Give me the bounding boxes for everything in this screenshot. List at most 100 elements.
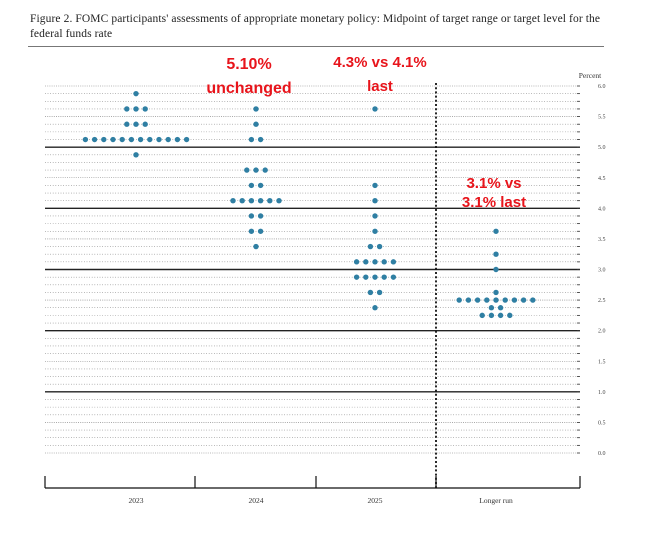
dot-point [376, 289, 383, 296]
dot-point [91, 136, 98, 143]
x-tick-label: 2025 [368, 496, 383, 505]
annotation-label: 3.1% last [462, 194, 526, 211]
annotation-label: 5.10% [226, 56, 271, 73]
x-axis: 2023 2024 2025 Longer run [44, 476, 581, 505]
dot-point [133, 90, 139, 97]
dot-point [502, 297, 508, 303]
dot-point [133, 121, 139, 127]
dot-point [257, 197, 264, 204]
dot-point [124, 121, 130, 127]
dot-point [262, 167, 268, 173]
y-tick-label: 3.0 [598, 268, 606, 274]
dot-point [367, 243, 374, 250]
dot-point [372, 305, 378, 311]
y-tick-label: 1.5 [598, 359, 606, 365]
y-tick-label: 5.5 [598, 115, 606, 121]
dot-point [174, 136, 181, 143]
dot-point [110, 136, 116, 143]
dot-point [390, 274, 397, 280]
dot-point [257, 182, 264, 189]
dot-point [82, 136, 89, 143]
dot-point [376, 243, 383, 250]
dot-point [244, 167, 250, 173]
dot-point [372, 228, 378, 234]
x-tick-label: 2023 [129, 496, 144, 505]
dot-point [353, 274, 360, 280]
dot-point [372, 106, 378, 112]
y-tick-label: 6.0 [598, 84, 606, 90]
dot-point [267, 197, 273, 204]
dot-point [493, 289, 499, 296]
dot-point [390, 259, 397, 265]
dot-point [142, 106, 148, 112]
dot-point [493, 228, 499, 234]
dot-point [124, 106, 130, 112]
dot-point [372, 274, 378, 280]
y-tick-label: 3.5 [598, 237, 606, 243]
dot-point [493, 266, 499, 273]
figure-caption: Figure 2. FOMC participants' assessments… [30, 13, 601, 40]
dot-point [253, 106, 259, 112]
x-tick-label: Longer run [479, 496, 513, 505]
annotation-label: 3.1% vs [466, 175, 521, 192]
dot-point [484, 297, 490, 303]
dot-point [248, 182, 255, 189]
dot-point [101, 136, 107, 143]
dot-point [119, 136, 125, 143]
dot-point [465, 297, 472, 303]
dot-point [520, 297, 527, 303]
dot-point [257, 136, 264, 143]
y-tick-label: 5.0 [598, 145, 606, 151]
y-tick-label: 1.0 [598, 390, 606, 396]
dot-point [381, 274, 387, 280]
y-tick-label: 4.5 [598, 176, 606, 182]
y-axis: 0.0 0.5 1.0 1.5 2.0 2.5 3.0 3.5 4.0 4.5 5.0 5.5 6.0 P… [577, 71, 606, 457]
dot-point [474, 297, 481, 303]
dot-point [367, 289, 374, 296]
y-tick-label: 0.0 [598, 451, 606, 457]
dot-point [253, 121, 259, 127]
dot-point [147, 136, 153, 143]
dot-point [530, 297, 536, 303]
dot-point [128, 136, 135, 143]
dot-point [248, 213, 255, 219]
dot-point [456, 297, 462, 303]
dot-point [253, 243, 259, 250]
dots-layer [82, 90, 536, 319]
dot-point [248, 136, 255, 143]
y-tick-label: 2.5 [598, 298, 606, 304]
dot-point [493, 251, 499, 257]
dot-point [183, 136, 190, 143]
annotation-label: last [367, 78, 393, 95]
dot-point [372, 213, 378, 219]
dot-point [165, 136, 171, 143]
annotation-label: 4.3% vs 4.1% [333, 54, 426, 71]
dot-point [372, 259, 378, 265]
dot-point [257, 213, 264, 219]
y-axis-label: Percent [579, 71, 602, 80]
dot-point [257, 228, 264, 234]
grid-lines [45, 85, 580, 454]
dot-point [488, 305, 495, 311]
dot-point [493, 297, 499, 303]
dot-point [253, 167, 259, 173]
y-tick-label: 0.5 [598, 420, 606, 426]
dot-point [248, 197, 255, 204]
dot-point [507, 312, 513, 319]
y-tick-label: 2.0 [598, 329, 606, 335]
dot-point [239, 197, 245, 204]
dot-point [363, 274, 369, 280]
dot-point [133, 106, 139, 112]
annotation-label: unchanged [206, 80, 291, 97]
dot-point [372, 197, 378, 204]
dot-point [381, 259, 387, 265]
dot-point [248, 228, 255, 234]
caption-rule [28, 46, 604, 47]
dot-point [133, 152, 139, 158]
dot-point [363, 259, 369, 265]
dot-point [137, 136, 144, 143]
dot-point [488, 312, 495, 319]
annotations: 5.10% unchanged 4.3% vs 4.1% last 3.1% vs 3.1… [206, 54, 526, 211]
dot-point [497, 305, 504, 311]
